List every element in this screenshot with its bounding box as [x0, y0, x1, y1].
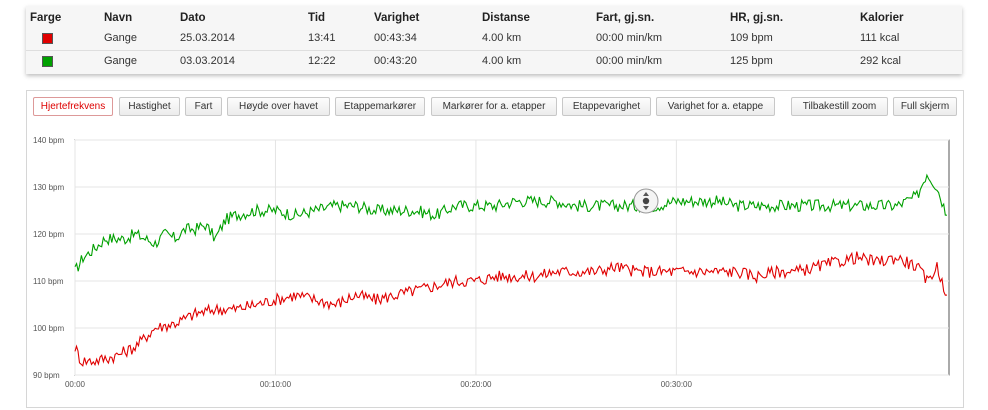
cell-fart: 00:00 min/km — [596, 32, 663, 44]
cell-distanse: 4.00 km — [482, 55, 522, 67]
color-swatch-red[interactable] — [42, 33, 53, 44]
y-tick-label: 90 bpm — [33, 371, 60, 380]
tab-hoyde-over-havet[interactable]: Høyde over havet — [227, 97, 330, 116]
cell-fart: 00:00 min/km — [596, 55, 663, 67]
header-farge: Farge — [30, 12, 62, 24]
workout-summary-table: Farge Navn Dato Tid Varighet Distanse Fa… — [26, 6, 962, 74]
header-tid: Tid — [308, 12, 326, 24]
color-swatch-green[interactable] — [42, 56, 53, 67]
table-header-row: Farge Navn Dato Tid Varighet Distanse Fa… — [26, 8, 962, 30]
plot-frame — [74, 139, 950, 376]
header-kalorier: Kalorier — [860, 12, 904, 24]
y-tick-label: 130 bpm — [33, 183, 64, 192]
header-hr: HR, gj.sn. — [730, 12, 784, 24]
cell-dato: 03.03.2014 — [180, 55, 236, 67]
header-distanse: Distanse — [482, 12, 530, 24]
x-tick-label: 00:10:00 — [260, 380, 292, 389]
cell-tid: 13:41 — [308, 32, 336, 44]
cell-kalorier: 111 kcal — [860, 32, 900, 44]
header-dato: Dato — [180, 12, 206, 24]
y-tick-label: 110 bpm — [33, 277, 64, 286]
series-line-red — [74, 251, 948, 367]
full-screen-button[interactable]: Full skjerm — [893, 97, 957, 116]
y-tick-label: 140 bpm — [33, 136, 64, 145]
chart-tab-bar: Hjertefrekvens Hastighet Fart Høyde over… — [33, 97, 957, 117]
cell-kalorier: 292 kcal — [860, 55, 901, 67]
tab-hjertefrekvens[interactable]: Hjertefrekvens — [33, 97, 113, 116]
pan-control-icon[interactable] — [633, 188, 659, 214]
header-varighet: Varighet — [374, 12, 420, 24]
x-tick-label: 00:30:00 — [661, 380, 693, 389]
cell-hr: 125 bpm — [730, 55, 773, 67]
cell-distanse: 4.00 km — [482, 32, 522, 44]
x-tick-label: 00:20:00 — [460, 380, 492, 389]
cell-varighet: 00:43:20 — [374, 55, 417, 67]
table-row[interactable]: Gange 03.03.2014 12:22 00:43:20 4.00 km … — [26, 50, 962, 73]
y-tick-label: 100 bpm — [33, 324, 64, 333]
tab-markorer-for-etapper[interactable]: Markører for a. etapper — [431, 97, 557, 116]
tab-varighet-for-etappe[interactable]: Varighet for a. etappe — [656, 97, 775, 116]
cell-navn: Gange — [104, 55, 138, 67]
chart-panel: Hjertefrekvens Hastighet Fart Høyde over… — [26, 90, 964, 408]
cell-varighet: 00:43:34 — [374, 32, 417, 44]
series-line-green — [74, 173, 948, 272]
x-tick-label: 00:00 — [65, 380, 86, 389]
cell-tid: 12:22 — [308, 55, 336, 67]
tab-hastighet[interactable]: Hastighet — [119, 97, 180, 116]
cell-hr: 109 bpm — [730, 32, 773, 44]
y-tick-label: 120 bpm — [33, 230, 64, 239]
header-navn: Navn — [104, 12, 133, 24]
heart-rate-chart[interactable]: 90 bpm 100 bpm 110 bpm 120 bpm 130 bpm 140 bp… — [27, 131, 961, 407]
cell-dato: 25.03.2014 — [180, 32, 236, 44]
tab-fart[interactable]: Fart — [185, 97, 222, 116]
table-row[interactable]: Gange 25.03.2014 13:41 00:43:34 4.00 km … — [26, 28, 962, 50]
tab-etappevarighet[interactable]: Etappevarighet — [562, 97, 651, 116]
cell-navn: Gange — [104, 32, 138, 44]
tab-etappemarkorer[interactable]: Etappemarkører — [335, 97, 425, 116]
reset-zoom-button[interactable]: Tilbakestill zoom — [791, 97, 888, 116]
header-fart: Fart, gj.sn. — [596, 12, 655, 24]
